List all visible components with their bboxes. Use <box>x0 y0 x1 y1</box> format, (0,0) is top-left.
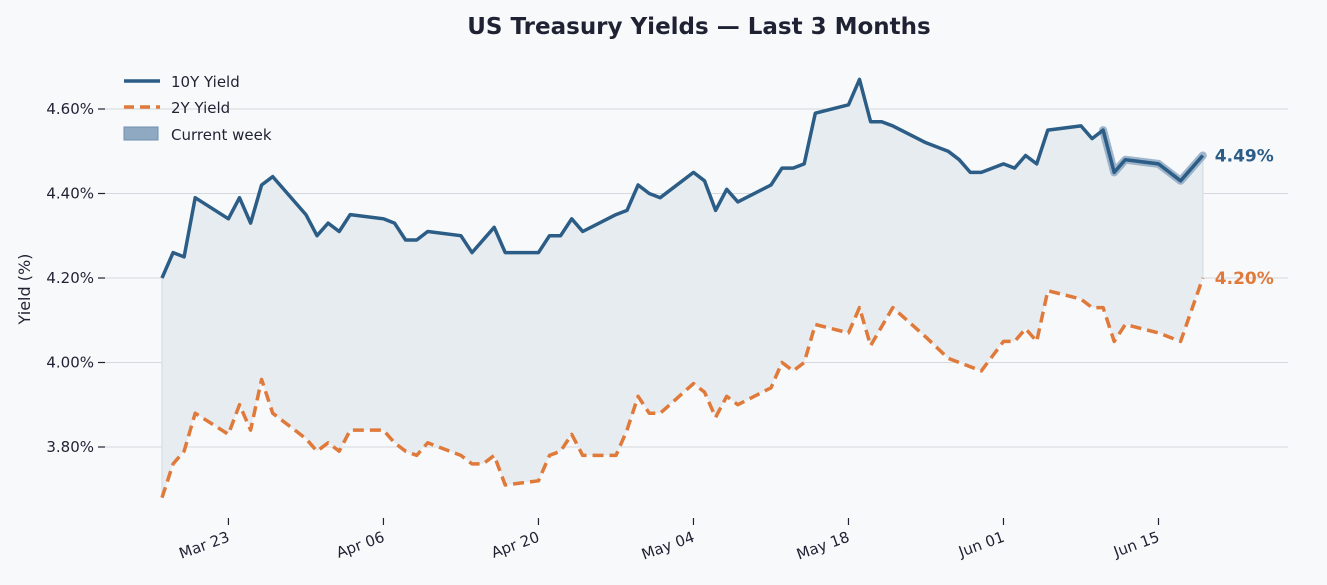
y-axis: 3.80% 4.00% 4.20% 4.40% 4.60% <box>46 100 105 456</box>
end-label-2y: 4.20% <box>1215 269 1274 289</box>
chart-title: US Treasury Yields — Last 3 Months <box>467 14 930 40</box>
legend-current-week-label: Current week <box>171 126 272 144</box>
legend-current-week-swatch <box>123 126 159 141</box>
y-tick-label: 4.00% <box>46 354 94 372</box>
y-axis-label: Yield (%) <box>15 254 34 326</box>
legend-10y-label: 10Y Yield <box>171 73 240 91</box>
y-tick-label: 4.20% <box>46 269 94 287</box>
y-tick-label: 3.80% <box>46 438 94 456</box>
between-series-fill <box>162 79 1203 498</box>
y-tick-label: 4.40% <box>46 185 94 203</box>
series-layer <box>160 77 1207 499</box>
legend-2y-label: 2Y Yield <box>171 99 230 117</box>
series-10y-line <box>160 77 1205 279</box>
end-labels: 4.49% 4.20% <box>1215 146 1274 289</box>
legend: 10Y Yield 2Y Yield Current week <box>123 73 272 144</box>
y-tick-label: 4.60% <box>46 100 94 118</box>
end-label-10y: 4.49% <box>1215 146 1274 166</box>
series-2y-line <box>160 277 1205 499</box>
